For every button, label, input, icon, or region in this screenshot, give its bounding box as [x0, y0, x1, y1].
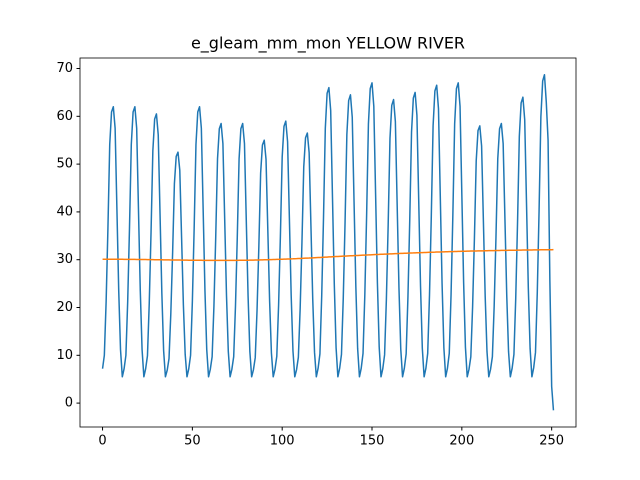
x-tick-label: 100 — [270, 434, 295, 449]
y-tick-label: 40 — [56, 204, 73, 219]
x-tick-label: 150 — [360, 434, 385, 449]
y-tick-label: 70 — [56, 61, 73, 76]
plot-frame — [79, 57, 577, 428]
y-tick-label: 10 — [56, 348, 73, 363]
y-tick-label: 60 — [56, 109, 73, 124]
y-tick-label: 20 — [56, 300, 73, 315]
y-tick-label: 0 — [65, 396, 73, 411]
x-tick-label: 250 — [539, 434, 564, 449]
x-tick-label: 50 — [184, 434, 201, 449]
series-line — [101, 73, 555, 411]
x-tick-label: 200 — [449, 434, 474, 449]
y-tick-label: 30 — [56, 252, 73, 267]
y-tick-label: 50 — [56, 157, 73, 172]
chart-title: e_gleam_mm_mon YELLOW RIVER — [191, 34, 465, 54]
x-tick-label: 0 — [98, 434, 106, 449]
series-line — [102, 248, 554, 262]
